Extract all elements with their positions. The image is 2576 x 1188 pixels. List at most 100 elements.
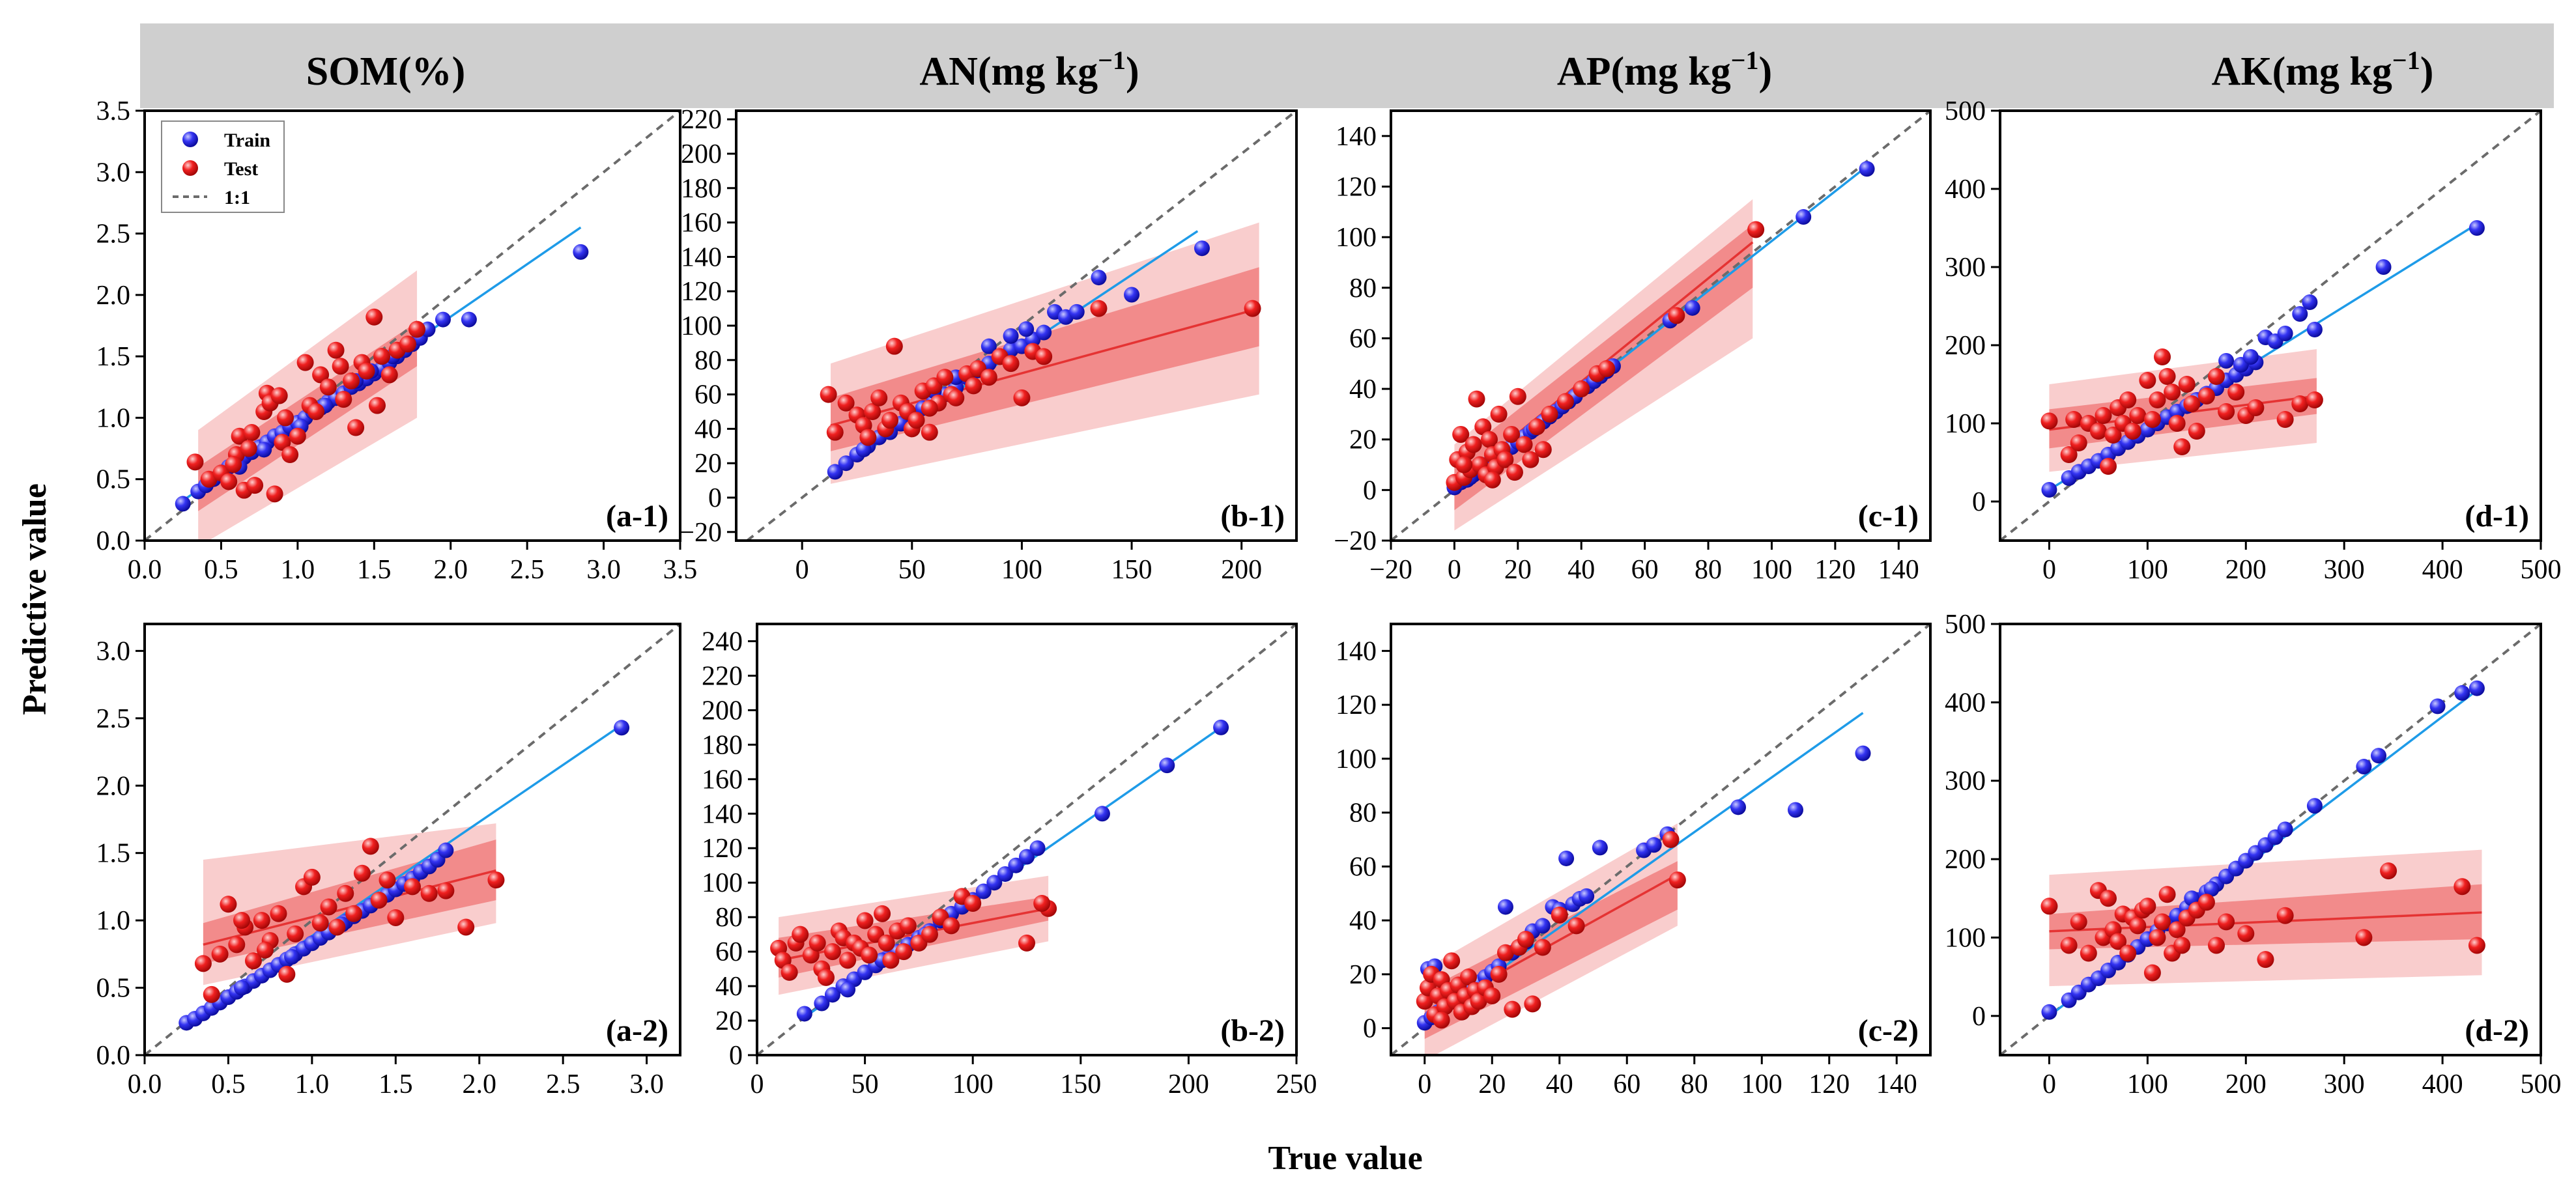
test-point (203, 985, 220, 1003)
y-tick-label: 220 (702, 661, 743, 691)
train-point (1003, 328, 1019, 344)
test-point (826, 423, 844, 441)
train-point (284, 948, 300, 965)
panel-label: (d-1) (2465, 499, 2529, 533)
test-point (337, 884, 354, 902)
test-point (2070, 434, 2087, 451)
test-point (1244, 300, 1261, 317)
header-band (140, 23, 2554, 108)
plot-frame (143, 623, 681, 1056)
test-point (2291, 395, 2309, 412)
y-tick-label: 160 (681, 208, 722, 238)
test-point (2168, 921, 2186, 939)
test-point (780, 963, 798, 981)
y-tick-label: 3.0 (96, 636, 131, 666)
test-point (220, 896, 237, 913)
train-point (175, 496, 191, 512)
test-point (387, 909, 405, 926)
test-point (287, 925, 304, 942)
x-tick-label: 0 (751, 1069, 764, 1099)
x-tick-label: 0 (2042, 1069, 2056, 1099)
train-point (1558, 850, 1575, 866)
test-point (256, 941, 274, 959)
test-point (881, 412, 899, 429)
test-point (332, 358, 349, 375)
train-point (1730, 799, 1747, 815)
train-point (614, 720, 630, 736)
test-point (1490, 405, 1508, 423)
train-point (824, 987, 840, 1003)
test-point (2100, 458, 2117, 475)
y-tick-label: 100 (1945, 409, 1986, 439)
x-tick-label: 120 (1809, 1069, 1850, 1099)
x-tick-label: 400 (2422, 555, 2463, 585)
y-tick-label: 40 (715, 972, 743, 1002)
test-point (2276, 411, 2294, 428)
test-point (820, 386, 837, 403)
test-point (2060, 446, 2078, 463)
train-point (1859, 161, 1875, 177)
plot-frame (1999, 623, 2542, 1056)
train-point (461, 311, 477, 328)
train-point (2302, 294, 2318, 310)
x-tick-label: 100 (2127, 1069, 2168, 1099)
panel-label: (d-2) (2465, 1013, 2529, 1048)
train-point (2292, 306, 2308, 322)
test-point (2247, 399, 2265, 416)
y-tick-label: 120 (702, 834, 743, 864)
x-tick-label: 60 (1631, 555, 1659, 585)
test-point (311, 914, 329, 932)
test-point (2158, 886, 2176, 903)
y-tick-label: 200 (702, 696, 743, 726)
test-point (270, 905, 287, 922)
x-tick-label: 100 (2127, 555, 2168, 585)
test-point (2164, 384, 2181, 401)
test-point (965, 377, 982, 395)
train-point (2454, 685, 2470, 701)
test-point (2149, 929, 2166, 946)
y-tick-label: 1.5 (96, 839, 131, 869)
train-point (2041, 1004, 2057, 1020)
test-point (2208, 937, 2225, 954)
y-tick-label: 0.5 (96, 974, 131, 1004)
test-point (1416, 993, 1433, 1010)
y-tick-label: 3.0 (96, 158, 131, 188)
test-point (859, 429, 877, 446)
test-point (289, 427, 306, 445)
test-point (368, 397, 386, 414)
plot-area (746, 111, 1296, 541)
y-tick-label: 120 (1336, 172, 1377, 202)
one-to-one-line (145, 624, 680, 1055)
test-point (2080, 944, 2097, 962)
y-tick-label: 80 (715, 903, 743, 933)
train-point (1124, 287, 1140, 303)
train-point (1194, 240, 1210, 257)
test-point (2183, 395, 2201, 412)
x-tick-label: 250 (1276, 1069, 1317, 1099)
legend-test-label: Test (224, 158, 258, 180)
test-point (2149, 391, 2166, 408)
x-tick-label: 100 (1001, 555, 1042, 585)
train-point (2203, 881, 2220, 897)
test-point (2454, 878, 2471, 896)
test-point (2065, 411, 2083, 428)
y-tick-label: 140 (681, 242, 722, 272)
x-tick-label: 300 (2324, 1069, 2365, 1099)
test-point (370, 892, 388, 909)
test-point (362, 838, 379, 855)
train-point (1497, 899, 1513, 915)
y-tick-label: 300 (1945, 767, 1986, 797)
test-point (319, 378, 337, 396)
plot-area (2000, 111, 2541, 541)
column-title-som: SOM(%) (306, 50, 466, 94)
test-point (1483, 471, 1501, 488)
test-point (437, 882, 455, 899)
x-tick-label: 1.0 (281, 555, 315, 585)
test-point (345, 905, 363, 922)
panel-label: (b-2) (1220, 1013, 1285, 1048)
x-tick-label: 80 (1695, 555, 1722, 585)
test-point (2070, 913, 2087, 931)
test-point (274, 434, 291, 451)
x-tick-label: 80 (1681, 1069, 1708, 1099)
test-point (312, 366, 330, 384)
